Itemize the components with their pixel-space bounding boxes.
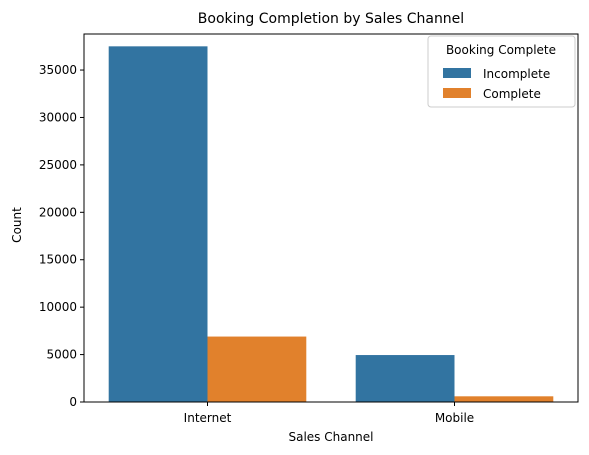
legend-swatch-complete (443, 88, 471, 98)
legend-label-complete: Complete (483, 87, 541, 101)
y-axis-ticks: 0 5000 10000 15000 20000 25000 30000 35000 (39, 63, 84, 409)
legend-title: Booking Complete (446, 43, 556, 57)
y-tick-label: 15000 (39, 253, 77, 267)
chart-title: Booking Completion by Sales Channel (198, 11, 464, 27)
plot-frame (83, 33, 579, 403)
x-axis-ticks: Internet Mobile (184, 402, 474, 425)
y-tick-label: 25000 (39, 158, 77, 172)
y-tick-label: 35000 (39, 63, 77, 77)
y-tick-label: 30000 (39, 110, 77, 124)
legend-swatch-incomplete (443, 68, 471, 78)
bar-mobile-complete (454, 396, 554, 402)
y-tick-label: 5000 (46, 348, 77, 362)
x-axis-label: Sales Channel (288, 430, 373, 444)
y-tick-label: 0 (69, 395, 77, 409)
bar-mobile-incomplete (355, 355, 455, 402)
x-tick-label-mobile: Mobile (435, 411, 474, 425)
y-axis-label: Count (10, 207, 24, 243)
bar-internet-incomplete (108, 46, 208, 402)
x-tick-label-internet: Internet (184, 411, 232, 425)
legend-label-incomplete: Incomplete (483, 67, 550, 81)
bars-group (108, 46, 554, 402)
bar-internet-complete (207, 336, 307, 402)
legend: Booking Complete Incomplete Complete (427, 35, 576, 108)
y-tick-label: 20000 (39, 205, 77, 219)
y-tick-label: 10000 (39, 300, 77, 314)
